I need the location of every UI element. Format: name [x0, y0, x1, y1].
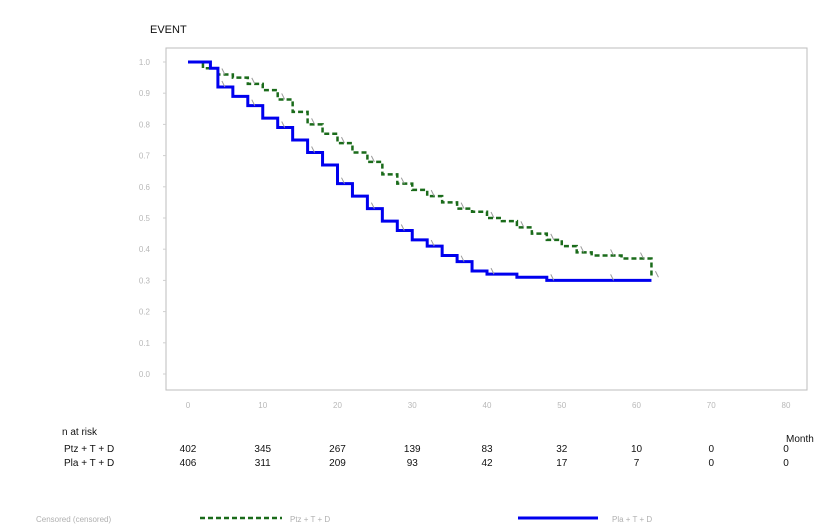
- series-line-ptz: [188, 60, 653, 278]
- risk-cell: 10: [631, 444, 643, 455]
- risk-cell: 311: [255, 458, 271, 469]
- risk-cell: 7: [634, 458, 640, 469]
- risk-table: n at risk Ptz + T + D 402 345 267 139 83 32 10 0 0…: [62, 427, 789, 469]
- series-layer: [188, 60, 659, 282]
- risk-cell: 209: [329, 458, 346, 469]
- censor-mark: [460, 255, 465, 262]
- y-tick-label: 0.5: [139, 214, 151, 223]
- censor-mark: [430, 189, 435, 197]
- risk-cell: 406: [180, 458, 197, 469]
- risk-cell: 0: [708, 458, 714, 469]
- censor-mark: [610, 249, 615, 256]
- legend-label-pla: Pla + T + D: [612, 515, 652, 524]
- censor-mark: [460, 202, 465, 209]
- censor-mark: [550, 233, 555, 241]
- x-tick-label: 30: [408, 401, 417, 410]
- risk-row-label: Ptz + T + D: [64, 444, 114, 455]
- risk-cell: 139: [404, 444, 421, 455]
- censor-mark: [341, 177, 345, 184]
- censor-mark: [281, 121, 286, 128]
- risk-row-label: Pla + T + D: [64, 458, 114, 469]
- censor-mark: [311, 146, 316, 153]
- censor-mark: [550, 274, 555, 281]
- x-tick-label: 80: [782, 401, 791, 410]
- censor-mark: [341, 136, 345, 144]
- legend-censored-label: Censored (censored): [36, 515, 111, 524]
- censor-mark: [221, 68, 226, 75]
- censor-mark: [400, 224, 405, 231]
- censor-mark: [370, 202, 375, 209]
- censor-mark: [281, 93, 286, 100]
- censor-mark: [251, 99, 256, 106]
- risk-table-title: n at risk: [62, 427, 98, 438]
- series-line-pla: [188, 60, 652, 282]
- censor-mark: [580, 246, 585, 253]
- risk-cell: 17: [556, 458, 568, 469]
- plot-frame: [165, 47, 808, 391]
- x-tick-label: 70: [707, 401, 716, 410]
- risk-cell: 402: [180, 444, 197, 455]
- censor-mark: [610, 274, 615, 281]
- y-tick-label: 0.6: [139, 183, 151, 192]
- x-tick-label: 40: [483, 401, 492, 410]
- y-tick-label: 0.3: [139, 276, 151, 285]
- y-tick-label: 0.1: [139, 339, 151, 348]
- y-tick-label: 0.9: [139, 89, 151, 98]
- risk-cell: 0: [708, 444, 714, 455]
- censor-mark: [400, 177, 405, 184]
- y-tick-label: 0.0: [139, 370, 151, 379]
- censor-mark: [311, 118, 316, 125]
- censor-mark: [490, 211, 495, 219]
- legend: Censored (censored) Ptz + T + D Pla + T + …: [36, 515, 652, 524]
- x-tick-label: 10: [258, 401, 267, 410]
- risk-cell: 0: [783, 458, 789, 469]
- risk-cell: 93: [407, 458, 419, 469]
- censor-mark: [430, 239, 435, 247]
- risk-cell: 345: [254, 444, 271, 455]
- censor-mark: [520, 221, 525, 228]
- y-tick-label: 1.0: [139, 58, 151, 67]
- risk-cell: 83: [481, 444, 493, 455]
- censor-mark: [655, 271, 659, 278]
- x-axis-label: Month: [786, 434, 814, 445]
- risk-cell: 0: [783, 444, 789, 455]
- x-tick-label: 50: [557, 401, 566, 410]
- censor-mark: [370, 155, 375, 163]
- x-tick-label: 60: [632, 401, 641, 410]
- censor-mark: [221, 80, 226, 88]
- y-tick-label: 0.2: [139, 308, 151, 317]
- censor-mark: [251, 77, 256, 85]
- y-tick-label: 0.4: [139, 245, 151, 254]
- y-tick-label: 0.8: [139, 120, 151, 129]
- censor-mark: [490, 267, 495, 275]
- y-axis: 1.0 0.9 0.8 0.7 0.6 0.5 0.4 0.3 0.2 0.1 0.0: [139, 58, 166, 379]
- censor-mark: [640, 252, 644, 259]
- legend-label-ptz: Ptz + T + D: [290, 515, 330, 524]
- chart-title: EVENT: [150, 24, 187, 36]
- x-tick-label: 0: [186, 401, 191, 410]
- risk-cell: 32: [556, 444, 568, 455]
- x-axis: 0 10 20 30 40 50 60 70 80: [186, 401, 791, 410]
- risk-cell: 267: [329, 444, 346, 455]
- y-tick-label: 0.7: [139, 152, 151, 161]
- x-tick-label: 20: [333, 401, 342, 410]
- risk-cell: 42: [481, 458, 493, 469]
